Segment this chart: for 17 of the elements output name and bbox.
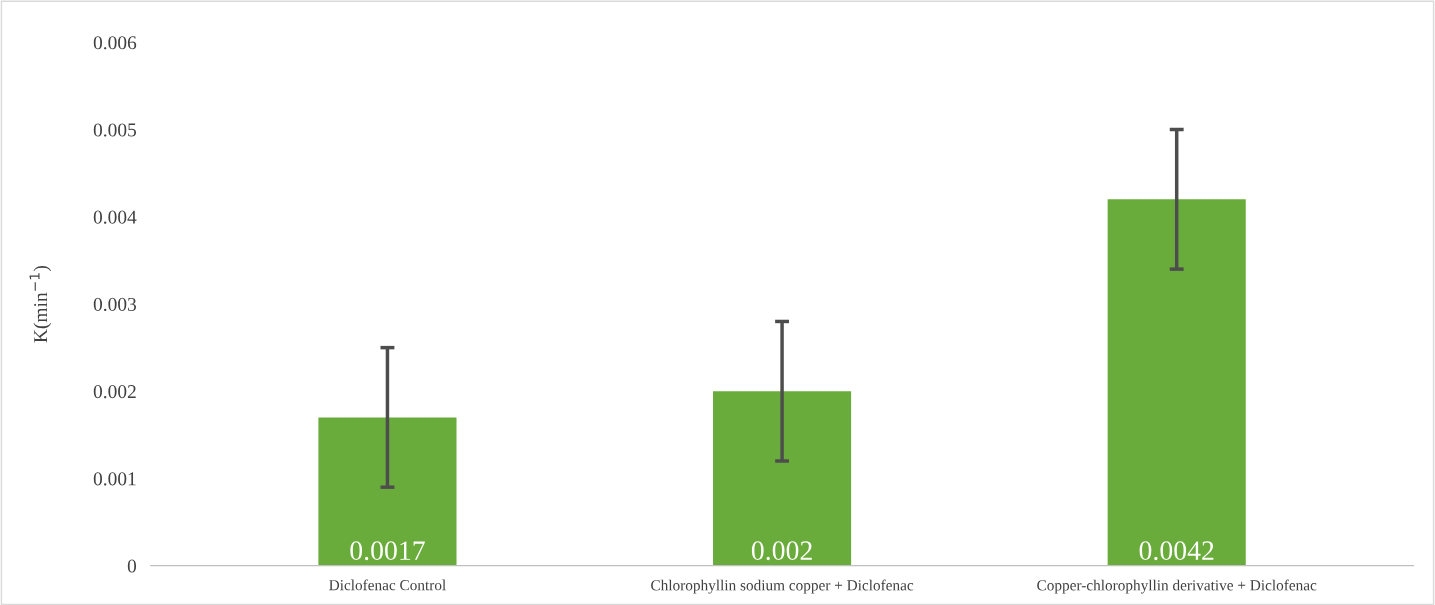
data-label: 0.0042 [1139, 541, 1214, 561]
bar [1107, 199, 1246, 566]
x-tick-label: Chlorophyllin sodium copper + Diclofenac [651, 579, 914, 594]
y-tick-label: 0.002 [93, 385, 136, 399]
data-label: 0.0017 [350, 541, 425, 561]
y-axis-title: K(min$^{−1}$) [29, 265, 52, 343]
y-tick-label: 0 [127, 559, 137, 573]
bar [713, 391, 852, 566]
y-tick-label: 0.004 [93, 210, 137, 224]
data-label: 0.002 [751, 541, 812, 561]
y-tick-label: 0.003 [93, 297, 137, 312]
y-tick-label: 0.001 [93, 472, 136, 486]
x-tick-label: Copper-chlorophyllin derivative + Diclofenac [1037, 579, 1317, 594]
bar [318, 417, 457, 566]
y-tick-label: 0.006 [93, 36, 137, 50]
x-tick-label: Diclofenac Control [329, 579, 446, 591]
y-tick-label: 0.005 [93, 123, 137, 137]
